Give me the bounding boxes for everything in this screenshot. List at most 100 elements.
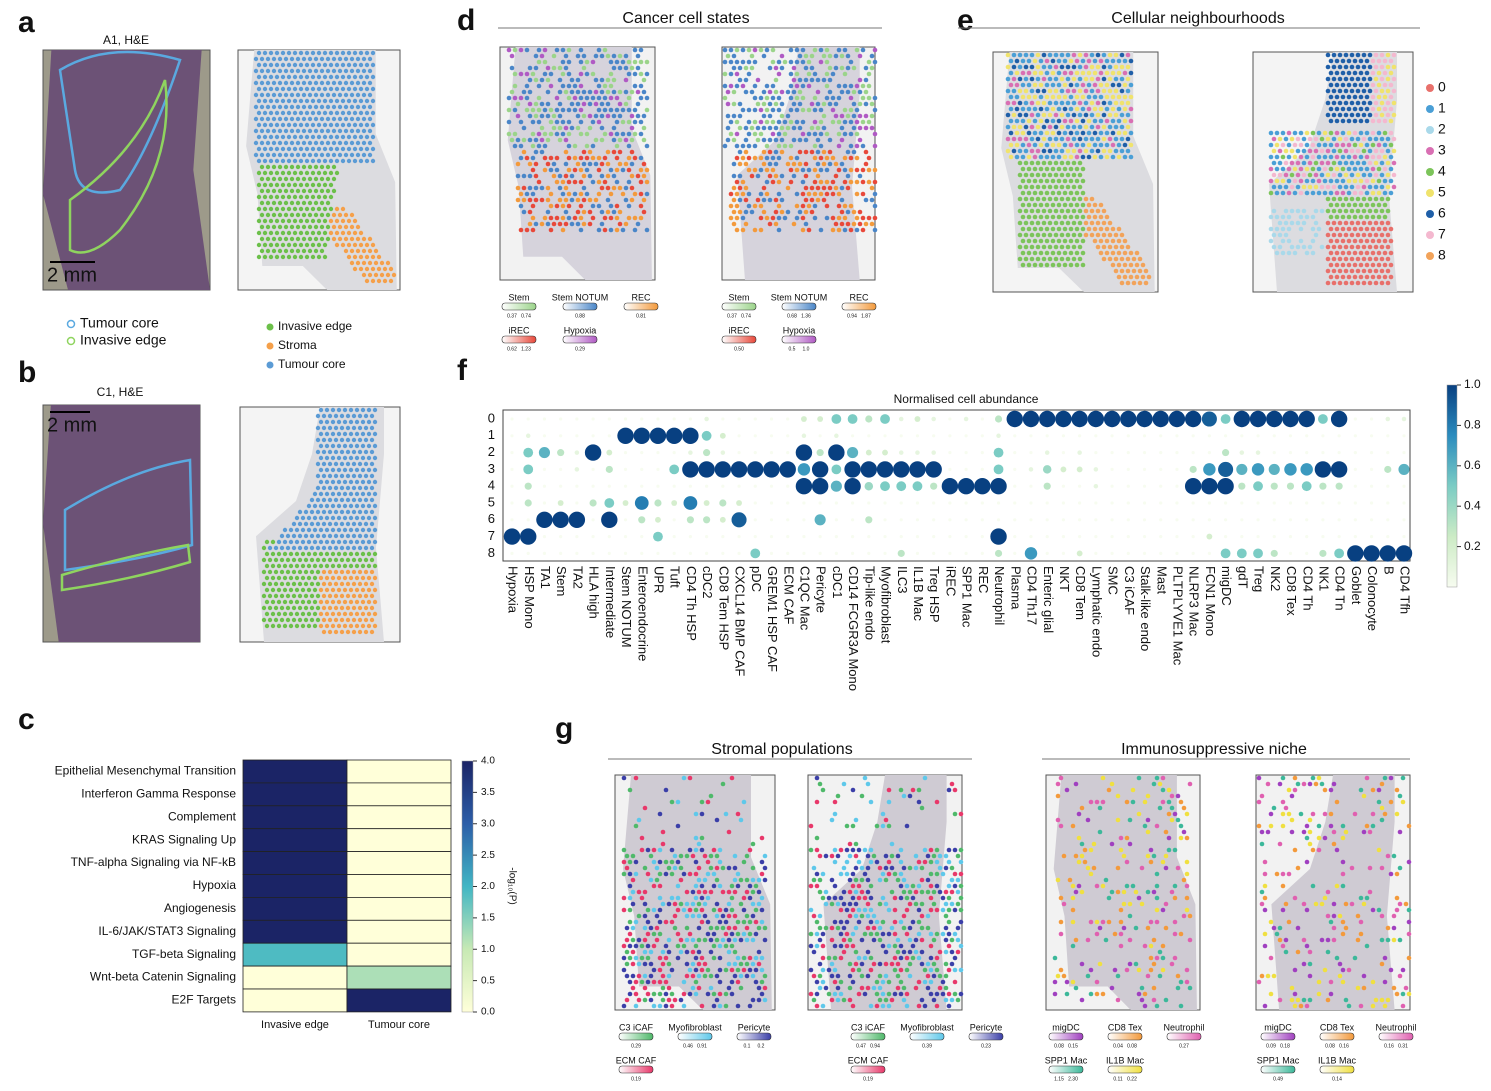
spot [293,231,297,235]
spot [1098,806,1103,811]
spot [615,108,620,113]
spot [1075,155,1080,160]
spot [872,926,877,931]
spot [795,108,800,113]
spot [881,824,886,829]
spot [1117,263,1122,268]
spot [1341,179,1346,184]
spot [365,147,369,151]
spot [1054,137,1059,142]
spot [682,992,687,997]
spot [825,48,830,53]
spot [1308,137,1313,142]
spot [350,225,354,229]
spot [319,504,323,508]
spot [833,860,838,865]
spot [355,492,359,496]
spot [736,872,741,877]
spot [941,980,946,985]
spot [317,219,321,223]
spot [1024,113,1029,118]
spot [358,546,362,550]
spot [741,216,746,221]
spot [774,198,779,203]
spot [1290,830,1295,835]
spot [337,600,341,604]
spot [715,818,720,823]
spot [1356,77,1361,82]
spot [1056,974,1061,979]
spot [1021,155,1026,160]
spot [1302,173,1307,178]
spot [1386,77,1391,82]
spot [1042,89,1047,94]
spot [861,144,866,149]
spot [531,72,536,77]
spot [1314,161,1319,166]
spot [1368,209,1373,214]
spot [887,932,892,937]
spot [712,872,717,877]
spot [1299,179,1304,184]
spot [1117,107,1122,112]
spot [1377,227,1382,232]
spot [643,866,648,871]
spot [1057,83,1062,88]
spot [286,570,290,574]
spot [296,153,300,157]
spot [287,207,291,211]
spot [304,558,308,562]
spot [1347,227,1352,232]
spot [588,198,593,203]
spot [597,156,602,161]
spot [1123,131,1128,136]
spot [849,96,854,101]
spot [676,800,681,805]
spot [546,66,551,71]
spot [1281,155,1286,160]
spot [325,540,329,544]
spot [316,594,320,598]
spot [1335,107,1340,112]
spot [953,956,958,961]
spot [266,129,270,133]
spot [622,956,627,961]
spot [546,186,551,191]
spot [265,600,269,604]
spot [1146,890,1151,895]
spot [311,159,315,163]
spot [1036,53,1041,58]
spot [621,132,626,137]
spot [370,450,374,454]
spot [1380,65,1385,70]
spot [715,998,720,1003]
spot [1045,143,1050,148]
spot [670,872,675,877]
spot [1140,998,1145,1003]
legend-colorbar [619,1066,653,1073]
spot [1374,257,1379,262]
spot [618,186,623,191]
figure: abcdefgA1, H&E2 mmTumour coreInvasive ed… [0,0,1491,1091]
spot [634,776,639,781]
spot [884,854,889,859]
spot [929,944,934,949]
spot [646,932,651,937]
spot [356,261,360,265]
spot [1158,974,1163,979]
spot [1365,215,1370,220]
spot [284,141,288,145]
spot [1335,71,1340,76]
spot [822,114,827,119]
spot [1149,920,1154,925]
spot [866,782,871,787]
spot [299,159,303,163]
spot [546,162,551,167]
spot [1069,71,1074,76]
spot [513,108,518,113]
legend-marker [68,321,75,328]
spot [950,878,955,883]
spot [664,920,669,925]
spot [1122,902,1127,907]
spot [863,776,868,781]
